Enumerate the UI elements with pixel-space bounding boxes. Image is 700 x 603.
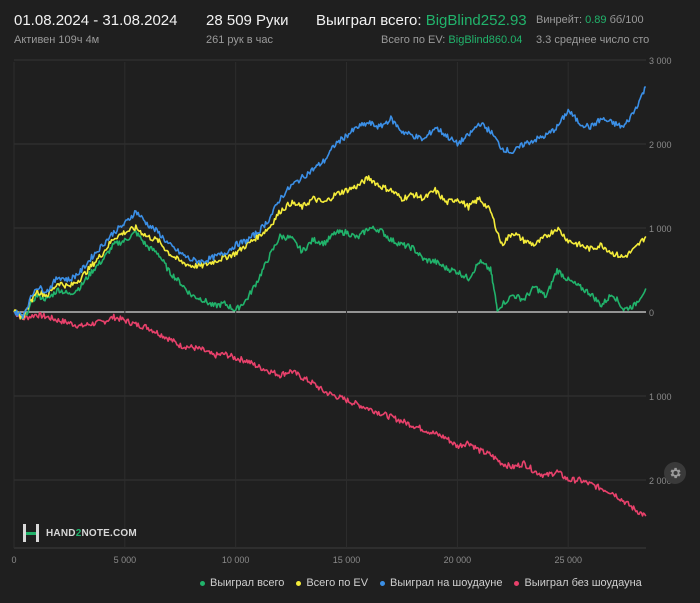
legend-dot (296, 580, 302, 586)
gear-icon (670, 467, 681, 479)
logo-text-pre: HAND (46, 527, 76, 539)
series-line-non-showdown (13, 311, 647, 517)
legend-label: Выиграл без шоудауна (524, 577, 642, 589)
winrate: Винрейт: 0.89 бб/100 (536, 14, 644, 26)
x-tick-label: 5 000 (114, 555, 137, 565)
legend-dot (380, 580, 386, 586)
chart-grid (13, 59, 646, 549)
won-total-value: BigBlind252.93 (425, 12, 527, 29)
legend-item-ev-total[interactable]: Всего по EV (296, 577, 368, 589)
date-range[interactable]: 01.08.2024 - 31.08.2024 (14, 12, 178, 29)
legend-dot (200, 580, 205, 586)
h2n-logo-icon (23, 524, 39, 542)
logo-text-post: NOTE.COM (81, 527, 137, 539)
active-time: Активен 109ч 4м (14, 34, 100, 46)
y-tick-label: 2 000 (649, 140, 672, 150)
legend-label: Выиграл на шоудауне (390, 577, 503, 589)
x-axis-ticks: 0 5 000 10 000 15 000 20 000 25 000 (11, 555, 581, 565)
showdown-average: 3.3 среднее число сто (536, 34, 650, 46)
y-tick-label: 1 000 (649, 224, 672, 234)
legend-dot (514, 580, 520, 586)
settings-button[interactable] (664, 462, 686, 484)
logo-text: HAND2NOTE.COM (46, 528, 137, 539)
hands-per-hour: 261 рук в час (206, 34, 274, 46)
legend-item-showdown[interactable]: Выиграл на шоудауне (380, 577, 502, 589)
won-total-label: Выиграл всего: (316, 12, 422, 29)
chart-legend: Выиграл всего Всего по EV Выиграл на шоу… (200, 577, 654, 589)
x-tick-label: 25 000 (554, 555, 582, 565)
y-tick-label: 2 000 (649, 476, 672, 486)
winrate-unit: бб/100 (609, 14, 644, 26)
y-tick-label: 1 000 (649, 392, 672, 402)
ev-total-label: Всего по EV: (381, 34, 446, 46)
profit-chart: 3 000 2 000 1 000 0 1 000 2 000 0 5 000 10 000 1… (11, 56, 672, 565)
hand2note-logo: HAND2NOTE.COM (22, 523, 137, 543)
legend-item-won-total[interactable]: Выиграл всего (200, 577, 284, 589)
series-line-showdown (13, 86, 646, 320)
chart-lines (13, 86, 647, 517)
y-tick-label: 0 (649, 308, 654, 318)
x-tick-label: 20 000 (444, 555, 472, 565)
y-axis-ticks: 3 000 2 000 1 000 0 1 000 2 000 (649, 56, 672, 486)
x-tick-label: 0 (11, 555, 16, 565)
legend-item-non-showdown[interactable]: Выиграл без шоудауна (514, 577, 642, 589)
winrate-label: Винрейт: (536, 14, 583, 26)
x-tick-label: 15 000 (333, 555, 361, 565)
ev-total-value: BigBlind860.04 (448, 34, 523, 46)
won-total: Выиграл всего: BigBlind252.93 (316, 12, 527, 29)
y-tick-label: 3 000 (649, 56, 672, 66)
series-line-ev-total (13, 175, 647, 320)
series-line-won-total (13, 225, 647, 320)
x-tick-label: 10 000 (222, 555, 250, 565)
hands-count: 28 509 Руки (206, 12, 289, 29)
legend-label: Выиграл всего (210, 577, 285, 589)
legend-label: Всего по EV (306, 577, 369, 589)
ev-total: Всего по EV: BigBlind860.04 (381, 34, 522, 46)
logo-text-mid: 2 (75, 527, 82, 539)
winrate-value: 0.89 (585, 14, 607, 26)
